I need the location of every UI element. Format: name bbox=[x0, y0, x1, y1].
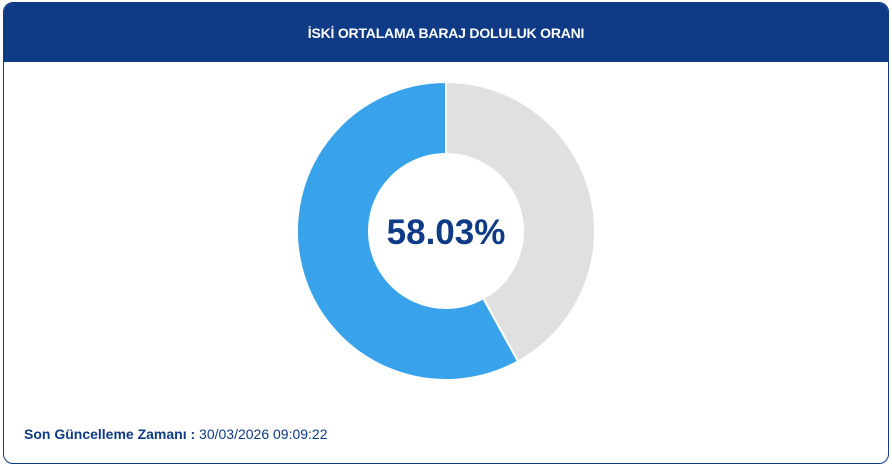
dam-fill-card: İSKİ ORTALAMA BARAJ DOLULUK ORANI bbox=[3, 2, 889, 464]
last-update: Son Güncelleme Zamanı : 30/03/2026 09:09… bbox=[24, 426, 328, 442]
empty-slice bbox=[445, 80, 596, 363]
card-title: İSKİ ORTALAMA BARAJ DOLULUK ORANI bbox=[307, 24, 585, 41]
center-percentage-label: 58.03% bbox=[387, 213, 506, 252]
last-update-label: Son Güncelleme Zamanı : bbox=[24, 426, 196, 442]
filled-slice bbox=[296, 80, 520, 381]
card-header: İSKİ ORTALAMA BARAJ DOLULUK ORANI bbox=[4, 3, 888, 62]
last-update-value: 30/03/2026 09:09:22 bbox=[199, 426, 328, 442]
